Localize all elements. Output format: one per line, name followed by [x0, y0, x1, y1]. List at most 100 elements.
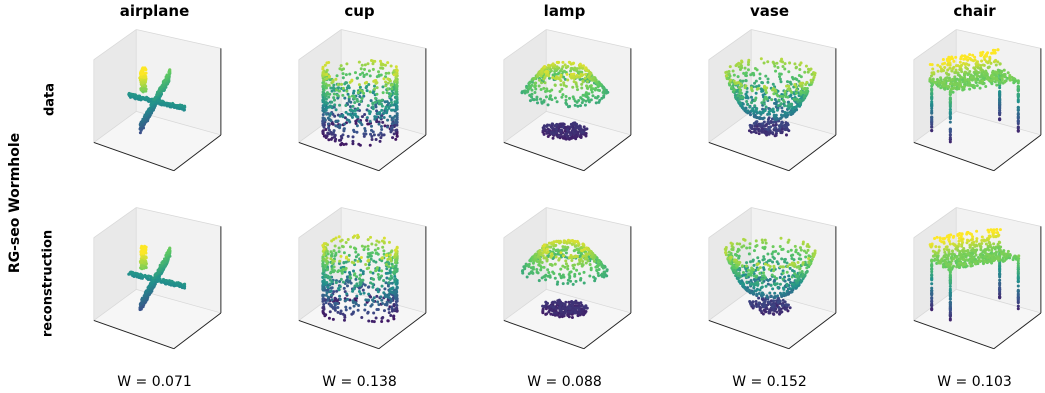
- panel-chair-data: [913, 29, 1042, 172]
- cloud-point: [739, 91, 743, 95]
- cloud-point: [381, 66, 385, 70]
- cloud-point: [750, 101, 754, 105]
- point-cloud: [321, 233, 399, 324]
- cloud-point: [947, 85, 951, 89]
- cloud-point: [391, 136, 395, 140]
- cloud-point: [582, 98, 586, 102]
- cloud-point: [362, 91, 366, 95]
- cloud-point: [337, 246, 341, 250]
- cloud-point: [384, 254, 388, 258]
- cloud-point: [561, 60, 565, 64]
- cloud-point: [353, 234, 357, 238]
- cloud-point: [795, 108, 799, 112]
- cloud-point: [376, 246, 380, 250]
- cloud-point: [378, 139, 382, 143]
- cloud-point: [781, 98, 785, 102]
- cloud-point: [769, 109, 773, 113]
- cloud-point: [360, 315, 364, 319]
- cloud-point: [753, 81, 757, 85]
- cloud-point: [321, 131, 325, 135]
- axis-edge: [341, 29, 426, 49]
- cloud-point: [766, 80, 770, 84]
- cloud-point: [379, 59, 383, 63]
- cloud-point: [552, 132, 556, 136]
- cloud-point: [330, 280, 334, 284]
- cloud-point: [761, 89, 765, 93]
- cloud-point: [382, 116, 386, 120]
- cloud-point: [788, 102, 792, 106]
- cloud-point: [559, 75, 563, 79]
- cloud-point: [325, 61, 329, 65]
- cloud-point: [385, 125, 389, 129]
- cloud-point: [593, 88, 597, 92]
- cloud-point: [365, 80, 369, 84]
- cloud-point: [149, 103, 153, 107]
- cloud-point: [984, 84, 988, 88]
- cloud-point: [948, 66, 952, 70]
- cloud-point: [951, 90, 955, 94]
- cloud-point: [930, 128, 934, 132]
- cloud-point: [394, 302, 398, 306]
- cloud-point: [799, 81, 803, 85]
- cloud-point: [391, 264, 395, 268]
- point-cloud: [127, 244, 187, 312]
- cloud-point: [574, 126, 578, 130]
- cloud-point: [361, 278, 365, 282]
- cloud-point: [783, 89, 787, 93]
- cloud-point: [767, 96, 771, 100]
- panel-airplane-reconstruction: [93, 207, 222, 350]
- cloud-point: [378, 112, 382, 116]
- cloud-point: [946, 63, 950, 67]
- cloud-point: [183, 105, 187, 109]
- cloud-point: [805, 80, 809, 84]
- cloud-point: [541, 308, 545, 312]
- cloud-point: [387, 101, 391, 105]
- cloud-point: [977, 70, 981, 74]
- cloud-point: [775, 93, 779, 97]
- cloud-point: [380, 284, 384, 288]
- cloud-point: [389, 130, 393, 134]
- cloud-point: [1008, 78, 1012, 82]
- cloud-point: [585, 79, 589, 83]
- cloud-point: [931, 82, 935, 86]
- cloud-point: [781, 60, 785, 64]
- cloud-point: [392, 302, 396, 306]
- cloud-point: [951, 66, 955, 70]
- cloud-point: [983, 74, 987, 78]
- column-title-chair: chair: [953, 2, 996, 20]
- cloud-point: [774, 102, 778, 106]
- axis-edge: [93, 111, 137, 143]
- cloud-point: [573, 103, 577, 107]
- cloud-point: [601, 86, 605, 90]
- cloud-point: [142, 87, 146, 91]
- cloud-point: [751, 107, 755, 111]
- cloud-point: [773, 126, 777, 130]
- cloud-point: [948, 112, 952, 116]
- cloud-point: [1000, 78, 1004, 82]
- cloud-point: [356, 99, 360, 103]
- cloud-point: [327, 128, 331, 132]
- cloud-point: [749, 113, 753, 117]
- cloud-point: [783, 67, 787, 71]
- cloud-point: [381, 120, 385, 124]
- cloud-point: [1007, 76, 1011, 80]
- cloud-point: [340, 82, 344, 86]
- cloud-point: [321, 84, 325, 88]
- cloud-point: [954, 71, 958, 75]
- axes-box: [503, 207, 632, 350]
- cloud-point: [525, 90, 529, 94]
- cloud-point: [138, 306, 142, 310]
- cloud-point: [358, 73, 362, 77]
- axes-box: [913, 29, 1042, 172]
- cloud-point: [367, 69, 371, 73]
- cloud-point: [930, 74, 934, 78]
- cloud-point: [388, 300, 392, 304]
- cloud-point: [946, 59, 950, 63]
- cloud-point: [960, 63, 964, 67]
- cloud-point: [387, 71, 391, 75]
- cloud-point: [756, 87, 760, 91]
- cloud-point: [381, 91, 385, 95]
- cloud-point: [362, 248, 366, 252]
- cloud-point: [374, 316, 378, 320]
- cloud-point: [386, 271, 390, 275]
